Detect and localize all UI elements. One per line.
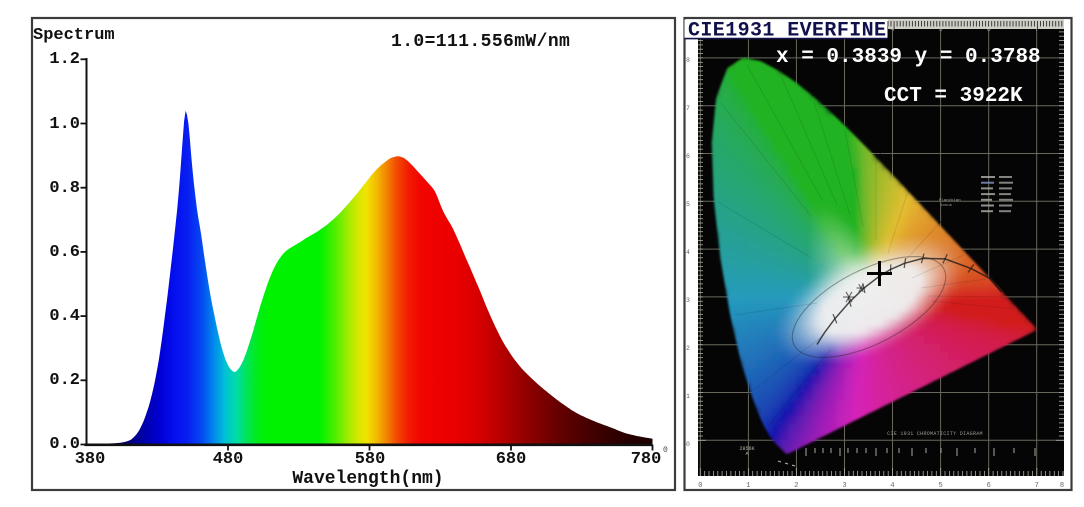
svg-text:A: A	[745, 451, 748, 457]
svg-text:0.6: 0.6	[49, 243, 80, 262]
svg-text:0.0: 0.0	[49, 435, 80, 454]
svg-text:680: 680	[496, 450, 527, 469]
svg-text:CIE1931 EVERFINE: CIE1931 EVERFINE	[688, 20, 886, 43]
svg-text:480: 480	[213, 450, 244, 469]
svg-text:7: 7	[686, 105, 690, 112]
svg-text:5: 5	[938, 482, 942, 490]
svg-text:1.2: 1.2	[49, 50, 80, 69]
svg-text:3: 3	[686, 297, 690, 304]
svg-text:7: 7	[1035, 26, 1039, 34]
svg-text:6: 6	[686, 153, 690, 160]
svg-text:CCT = 3922K: CCT = 3922K	[884, 85, 1023, 108]
svg-text:2856K: 2856K	[739, 446, 754, 452]
svg-text:Wavelength(nm): Wavelength(nm)	[292, 469, 443, 489]
svg-text:580: 580	[355, 450, 386, 469]
svg-text:CIE 1931 CHROMATICITY DIAGRAM: CIE 1931 CHROMATICITY DIAGRAM	[887, 431, 983, 437]
svg-text:0.2: 0.2	[49, 371, 80, 390]
svg-text:0.8: 0.8	[49, 179, 80, 198]
svg-text:4: 4	[890, 482, 894, 490]
svg-text:0: 0	[686, 441, 690, 448]
svg-text:0: 0	[663, 446, 668, 455]
svg-text:Spectrum: Spectrum	[33, 26, 115, 45]
svg-text:1.0: 1.0	[49, 115, 80, 134]
svg-text:x = 0.3839 y = 0.3788: x = 0.3839 y = 0.3788	[776, 46, 1041, 69]
svg-text:4: 4	[686, 249, 690, 256]
svg-text:6: 6	[987, 26, 991, 34]
svg-text:7: 7	[1035, 482, 1039, 490]
svg-text:2: 2	[686, 345, 690, 352]
svg-text:locus: locus	[940, 203, 953, 208]
svg-text:1: 1	[686, 393, 690, 400]
svg-text:0.4: 0.4	[49, 307, 80, 326]
svg-text:1.0=111.556mW/nm: 1.0=111.556mW/nm	[391, 32, 570, 52]
svg-text:3: 3	[842, 482, 846, 490]
svg-text:4: 4	[890, 26, 894, 34]
svg-text:5: 5	[938, 26, 942, 34]
svg-text:380: 380	[75, 450, 106, 469]
svg-text:1: 1	[746, 482, 750, 490]
svg-text:780: 780	[631, 450, 662, 469]
svg-text:0: 0	[698, 482, 702, 490]
svg-text:6: 6	[987, 482, 991, 490]
svg-text:8: 8	[1060, 482, 1064, 490]
svg-text:2: 2	[794, 482, 798, 490]
svg-text:8: 8	[686, 57, 690, 64]
svg-text:Planckian: Planckian	[939, 198, 961, 203]
svg-text:5: 5	[686, 201, 690, 208]
